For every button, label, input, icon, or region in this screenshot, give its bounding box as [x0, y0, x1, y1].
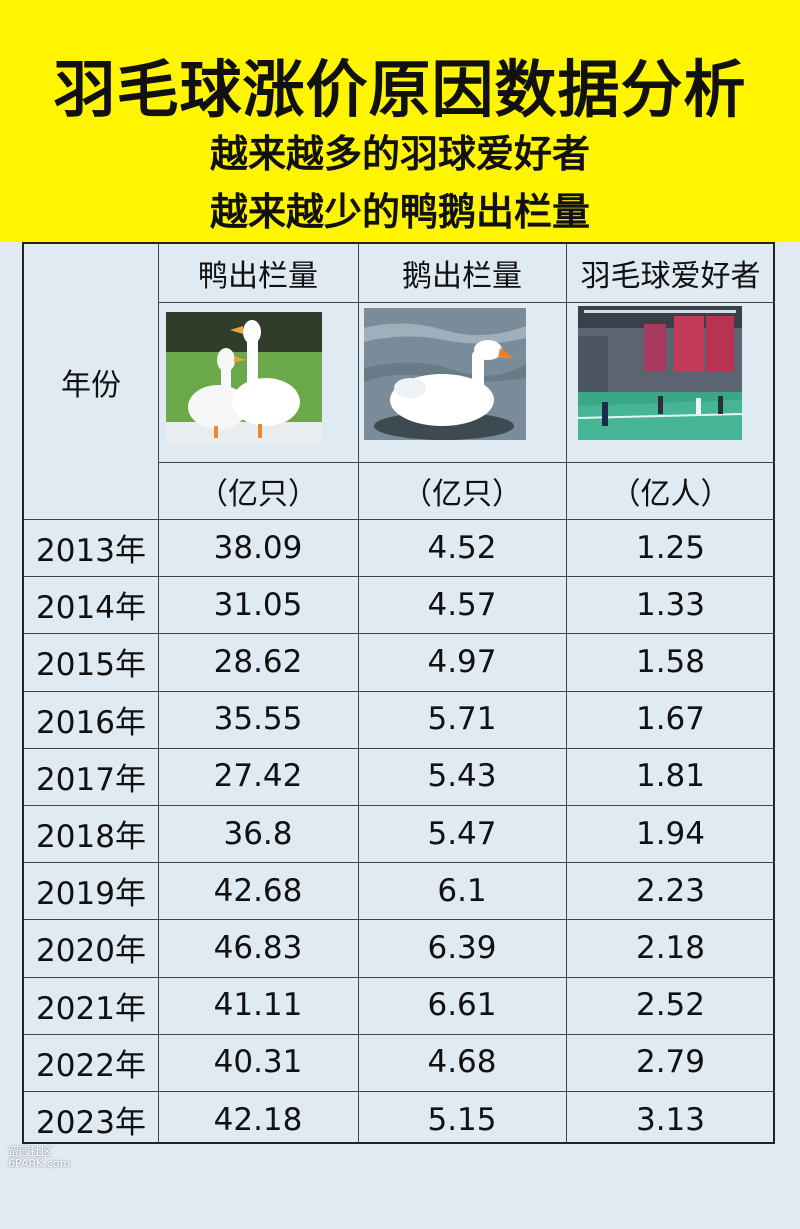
year-cell: 2018年	[36, 819, 146, 856]
grid-line	[24, 747, 775, 749]
fans-cell: 1.67	[635, 701, 706, 738]
fans-unit-label: （亿人）	[610, 476, 731, 512]
duck-cell: 36.8	[223, 815, 293, 852]
goose-cell: 4.97	[427, 643, 497, 680]
grid-line	[358, 244, 359, 1142]
fans-cell: 2.18	[635, 929, 706, 966]
goose-cell: 6.39	[427, 929, 497, 966]
grid-line	[158, 302, 775, 303]
grid-line	[24, 805, 775, 806]
grid-line	[24, 976, 775, 978]
grid-line	[158, 462, 775, 463]
goose-unit-label: （亿只）	[402, 476, 522, 512]
year-cell: 2023年	[36, 1105, 146, 1142]
fans-cell: 1.94	[635, 815, 706, 852]
year-cell: 2019年	[36, 876, 146, 913]
duck-cell: 42.68	[213, 872, 303, 909]
fans-cell: 1.25	[635, 529, 706, 566]
grid-line	[24, 919, 775, 921]
duck-cell: 41.11	[213, 987, 303, 1024]
year-cell: 2015年	[36, 647, 146, 684]
year-cell: 2022年	[36, 1047, 146, 1084]
title-banner: 羽毛球涨价原因数据分析 越来越多的羽球爱好者 越来越少的鸭鹅出栏量	[0, 0, 800, 242]
goose-photo	[364, 308, 526, 440]
goose-cell: 5.71	[427, 701, 497, 738]
duck-unit-label: （亿只）	[198, 476, 318, 512]
fans-cell: 1.58	[635, 643, 706, 680]
grid-line	[24, 519, 775, 520]
watermark-line2: 6PARK.com	[8, 1157, 71, 1170]
fans-cell: 2.52	[635, 987, 706, 1024]
grid-line	[24, 690, 775, 692]
fans-cell: 1.81	[635, 758, 706, 795]
goose-cell: 6.61	[427, 987, 497, 1024]
watermark: 留园社区 6PARK.com	[8, 1146, 70, 1170]
grid-line	[24, 862, 775, 864]
grid-line	[566, 244, 567, 1142]
goose-cell: 5.43	[427, 758, 497, 795]
duck-cell: 42.18	[213, 1101, 303, 1138]
fans-cell: 2.23	[635, 872, 706, 909]
year-cell: 2020年	[36, 933, 146, 970]
year-cell: 2017年	[36, 761, 146, 798]
fans-cell: 1.33	[635, 586, 706, 623]
page-title: 羽毛球涨价原因数据分析	[53, 53, 747, 126]
goose-cell: 4.68	[427, 1044, 497, 1081]
data-table: 年份 鸭出栏量 鹅出栏量 羽毛球爱好者 （亿只） （亿只） （亿人）	[22, 242, 775, 1144]
year-cell: 2016年	[36, 704, 146, 741]
grid-line	[158, 244, 159, 1142]
duck-cell: 28.62	[213, 643, 303, 680]
badminton-hall-photo	[578, 306, 742, 440]
duck-cell: 35.55	[213, 701, 303, 738]
goose-cell: 5.47	[427, 815, 497, 852]
duck-cell: 27.42	[213, 758, 303, 795]
fans-cell: 2.79	[635, 1044, 706, 1081]
year-column-header: 年份	[61, 367, 121, 403]
grid-line	[24, 576, 775, 578]
grid-line	[24, 1033, 775, 1035]
year-cell: 2021年	[36, 990, 146, 1027]
goose-cell: 4.57	[427, 586, 497, 623]
fans-cell: 3.13	[635, 1101, 706, 1138]
grid-line	[24, 1091, 775, 1092]
duck-cell: 40.31	[213, 1044, 303, 1081]
subtitle-poultry: 越来越少的鸭鹅出栏量	[209, 190, 590, 234]
goose-cell: 4.52	[427, 529, 497, 566]
duck-cell: 38.09	[213, 529, 303, 566]
watermark-line1: 留园社区	[8, 1145, 52, 1158]
subtitle-fans: 越来越多的羽球爱好者	[209, 132, 590, 176]
grid-line	[24, 633, 775, 635]
duck-column-header: 鸭出栏量	[198, 259, 318, 294]
year-cell: 2013年	[36, 533, 146, 570]
ducks-photo	[166, 312, 322, 444]
fans-column-header: 羽毛球爱好者	[580, 259, 761, 294]
duck-cell: 46.83	[213, 929, 303, 966]
duck-cell: 31.05	[213, 586, 303, 623]
goose-cell: 6.1	[437, 872, 487, 909]
goose-column-header: 鹅出栏量	[402, 259, 522, 294]
goose-cell: 5.15	[427, 1101, 497, 1138]
year-cell: 2014年	[36, 590, 146, 627]
